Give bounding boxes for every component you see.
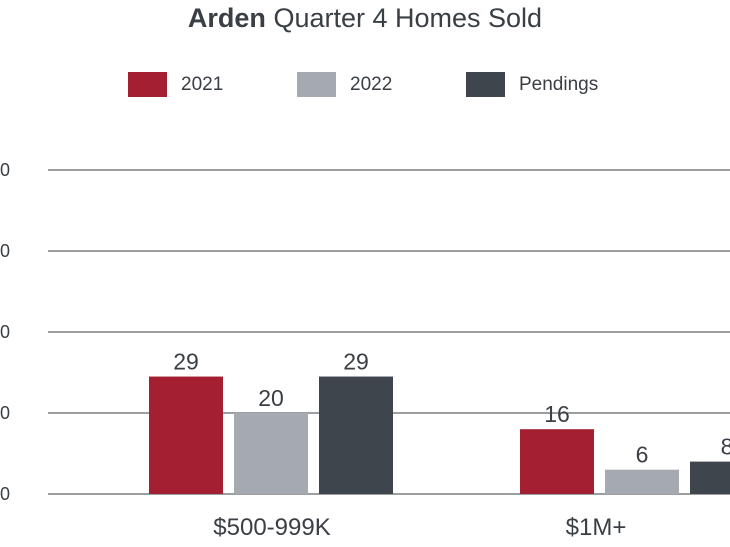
bar-pendings-0 bbox=[319, 376, 393, 494]
y-tick-label-80: 80 bbox=[0, 160, 10, 180]
bar-2022-0 bbox=[234, 413, 308, 494]
data-label-pendings-1: 8 bbox=[721, 434, 730, 460]
y-tick-label-60: 60 bbox=[0, 241, 10, 261]
data-label-2021-1: 16 bbox=[544, 401, 570, 427]
bar-pendings-1 bbox=[690, 461, 730, 494]
legend-item-2021: 2021 bbox=[128, 72, 223, 97]
legend-swatch-2021 bbox=[128, 72, 167, 97]
legend-item-pendings: Pendings bbox=[466, 72, 598, 97]
y-tick-label-20: 20 bbox=[0, 403, 10, 423]
data-label-2022-0: 20 bbox=[258, 385, 284, 411]
data-label-pendings-0: 29 bbox=[343, 349, 369, 375]
chart-title-bold: Arden bbox=[187, 3, 266, 33]
bar-2021-1 bbox=[520, 429, 594, 494]
bar-2021-0 bbox=[149, 376, 223, 494]
x-category-label-1: $1M+ bbox=[566, 514, 627, 541]
data-label-2021-0: 29 bbox=[173, 349, 199, 375]
legend-label-pendings: Pendings bbox=[519, 73, 599, 95]
y-tick-label-0: 0 bbox=[0, 484, 10, 504]
chart-title: Arden Quarter 4 Homes Sold bbox=[0, 3, 730, 34]
legend-item-2022: 2022 bbox=[297, 72, 392, 97]
x-category-label-0: $500-999K bbox=[213, 514, 330, 541]
chart-title-rest: Quarter 4 Homes Sold bbox=[273, 3, 543, 33]
data-label-2022-1: 6 bbox=[636, 442, 649, 468]
bar-2022-1 bbox=[605, 469, 679, 494]
legend-swatch-pendings bbox=[466, 72, 505, 97]
legend: 2021 2022 Pendings bbox=[0, 72, 730, 100]
legend-swatch-2022 bbox=[297, 72, 336, 97]
y-tick-label-40: 40 bbox=[0, 322, 10, 342]
legend-label-2022: 2022 bbox=[350, 73, 393, 95]
legend-label-2021: 2021 bbox=[181, 73, 224, 95]
